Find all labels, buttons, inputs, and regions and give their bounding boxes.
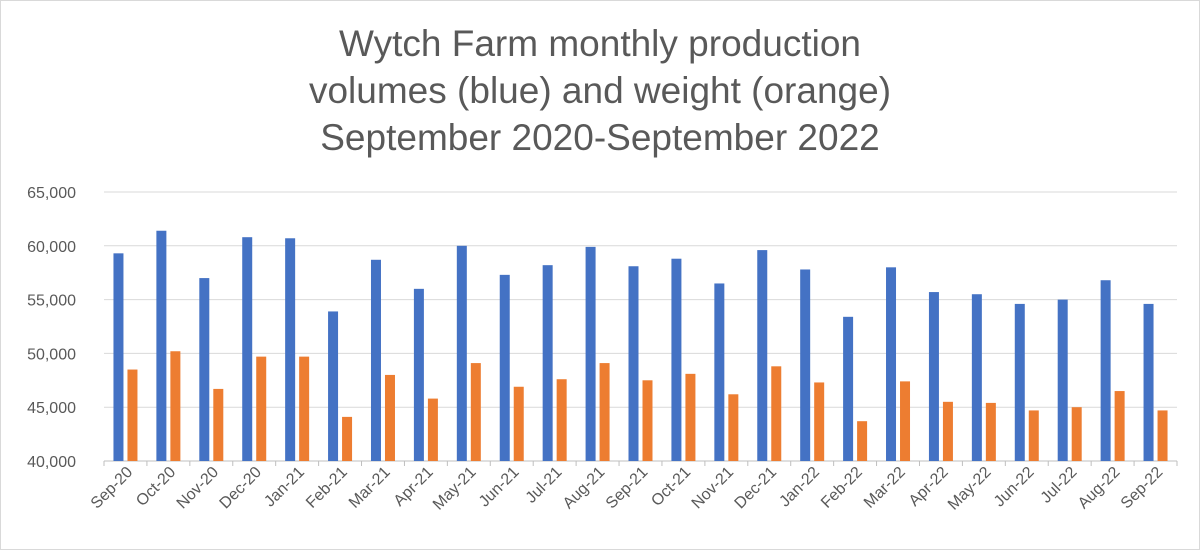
volume-bar <box>671 258 682 461</box>
y-tick-label: 45,000 <box>27 400 76 417</box>
x-tick-label: Dec-21 <box>732 464 781 513</box>
volume-bar <box>1057 299 1068 461</box>
volume-bar <box>370 259 381 461</box>
chart-title-line-2: volumes (blue) and weight (orange) <box>308 70 892 111</box>
volume-bar <box>328 311 339 461</box>
x-tick-label: Mar-21 <box>346 464 394 512</box>
volume-bar <box>156 230 167 461</box>
weight-bar <box>1071 407 1082 461</box>
volume-bar <box>1014 303 1025 461</box>
weight-bar <box>127 369 138 461</box>
x-tick-label: Sep-20 <box>88 464 137 513</box>
weight-bar <box>599 363 610 461</box>
volume-bar <box>971 294 982 461</box>
weight-bar <box>857 421 868 461</box>
weight-bar <box>1028 410 1039 461</box>
weight-bar <box>170 351 181 461</box>
volume-bar <box>542 265 553 461</box>
x-tick-label: Jan-22 <box>776 464 823 511</box>
x-tick-label: Feb-21 <box>303 464 351 512</box>
x-tick-label: Nov-20 <box>174 464 223 513</box>
volume-bar <box>456 245 467 461</box>
x-tick-label: Dec-20 <box>217 464 266 513</box>
weight-bar <box>1157 410 1168 461</box>
volume-bar <box>886 267 897 461</box>
weight-bar <box>427 398 438 461</box>
volume-bar <box>113 253 124 461</box>
weight-bar <box>256 356 267 461</box>
x-tick-label: May-22 <box>945 464 995 514</box>
y-tick-label: 60,000 <box>27 239 76 256</box>
y-tick-label: 50,000 <box>27 346 76 363</box>
weight-bar <box>900 381 911 461</box>
x-tick-label: Sep-22 <box>1118 464 1167 513</box>
x-tick-label: Aug-22 <box>1075 464 1124 513</box>
volume-bar <box>843 316 854 461</box>
x-tick-label: Feb-22 <box>818 464 866 512</box>
volume-bar <box>628 266 639 461</box>
weight-bar <box>513 386 524 461</box>
x-tick-label: Jan-21 <box>261 464 308 511</box>
volume-bar <box>499 274 510 461</box>
volume-bar <box>757 250 768 461</box>
volume-bar <box>928 292 939 461</box>
chart-title-line-3: September 2020-September 2022 <box>320 117 880 158</box>
weight-bar <box>728 394 739 461</box>
weight-bar <box>685 373 696 461</box>
x-tick-label: Oct-20 <box>133 464 179 510</box>
x-tick-label: Aug-21 <box>560 464 609 513</box>
weight-bar <box>342 416 353 461</box>
x-tick-label: Jun-22 <box>991 464 1038 511</box>
weight-bar <box>985 402 996 461</box>
volume-bar <box>285 238 296 461</box>
volume-bar <box>800 269 811 461</box>
weight-bar <box>771 366 782 461</box>
weight-bar <box>814 382 825 461</box>
volume-bar <box>242 237 253 461</box>
chart-title: Wytch Farm monthly production volumes (b… <box>0 20 1200 161</box>
volume-bar <box>413 288 424 461</box>
y-tick-label: 55,000 <box>27 293 76 310</box>
weight-bar <box>642 380 653 461</box>
weight-bar <box>299 356 310 461</box>
y-tick-label: 65,000 <box>27 185 76 202</box>
weight-bar <box>384 374 395 461</box>
volume-bar <box>1143 303 1154 461</box>
volume-bar <box>199 278 210 461</box>
x-tick-label: Mar-22 <box>861 464 909 512</box>
weight-bar <box>470 363 481 461</box>
chart-title-line-1: Wytch Farm monthly production <box>339 23 861 64</box>
volume-bar <box>1100 280 1111 461</box>
weight-bar <box>556 379 567 461</box>
volume-bar <box>585 246 596 461</box>
x-tick-label: Sep-21 <box>603 464 652 513</box>
weight-bar <box>942 401 953 461</box>
weight-bar <box>213 388 224 461</box>
x-tick-label: Jun-21 <box>476 464 523 511</box>
volume-bar <box>714 283 725 461</box>
weight-bar <box>1114 391 1125 461</box>
x-tick-label: Oct-21 <box>648 464 694 510</box>
x-tick-label: May-21 <box>430 464 480 514</box>
y-tick-label: 40,000 <box>27 454 76 471</box>
x-tick-label: Nov-21 <box>689 464 738 513</box>
